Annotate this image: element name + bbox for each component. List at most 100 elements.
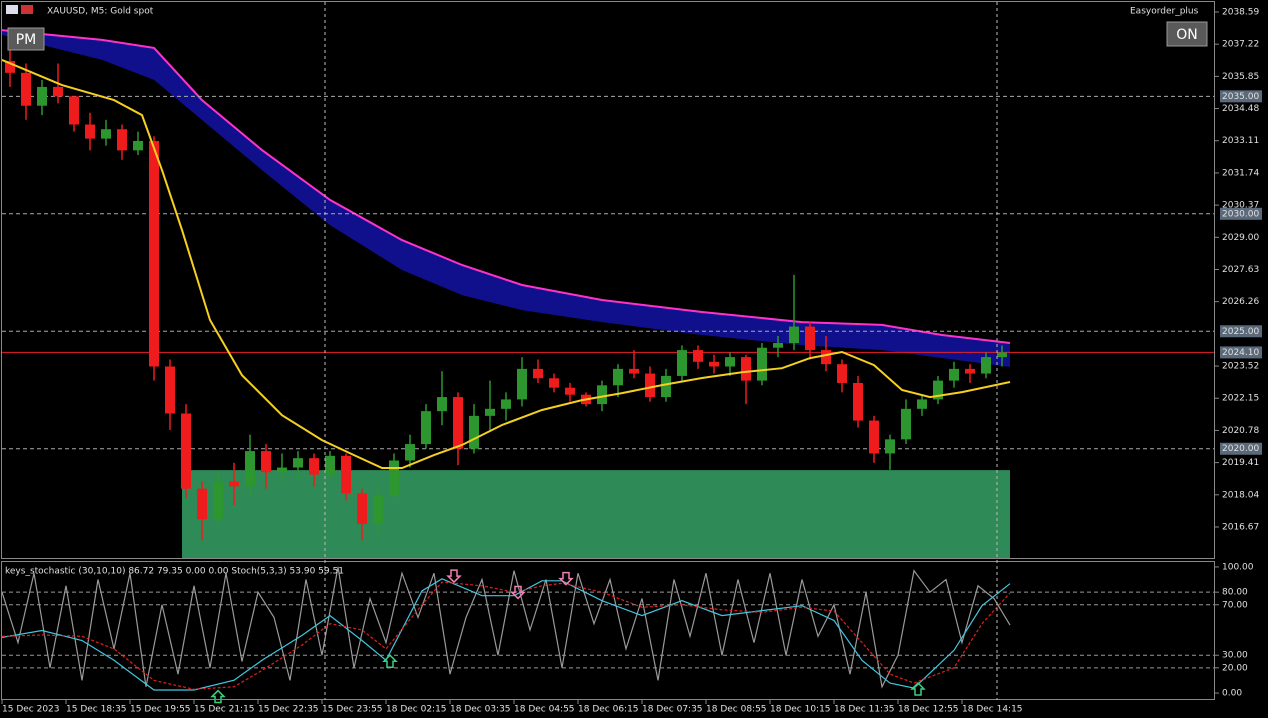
- candle-body: [517, 368, 527, 400]
- signal-arrow: [510, 585, 526, 600]
- stoch-line: [1, 581, 1011, 690]
- y-tick-label: 2020.78: [1222, 426, 1259, 436]
- x-tick-label: 18 Dec 11:35: [834, 705, 895, 715]
- candle-body: [213, 481, 223, 520]
- y-tick-label: 2026.26: [1222, 297, 1259, 307]
- sub-frame: [1, 561, 1215, 700]
- x-tick-label: 15 Dec 22:35: [258, 705, 319, 715]
- candle-body: [325, 455, 335, 475]
- y-tick-label: 2033.11: [1222, 136, 1259, 146]
- y-tick-label: 2022.15: [1222, 394, 1259, 404]
- level-label: 2030.00: [1222, 209, 1259, 219]
- candle-body: [773, 343, 783, 348]
- x-tick-label: 18 Dec 10:15: [770, 705, 831, 715]
- y-tick-label: 0.00: [1222, 689, 1242, 699]
- candle-body: [389, 460, 399, 496]
- candle-body: [405, 444, 415, 461]
- icon: [6, 5, 18, 14]
- y-tick-label: 2019.41: [1222, 458, 1259, 468]
- candle-body: [149, 140, 159, 367]
- x-tick-label: 18 Dec 03:35: [450, 705, 511, 715]
- candle-body: [613, 368, 623, 386]
- candle-body: [117, 129, 127, 151]
- button-bg[interactable]: [1166, 21, 1208, 47]
- candle-body: [933, 380, 943, 400]
- y-tick-label: 70.00: [1222, 600, 1248, 610]
- candle-body: [629, 368, 639, 374]
- candle-body: [533, 368, 543, 379]
- candle-body: [373, 495, 383, 524]
- candle-body: [421, 411, 431, 445]
- candle-body: [789, 326, 799, 344]
- signal-arrow: [910, 681, 926, 696]
- candle-body: [549, 378, 559, 388]
- candle-body: [197, 488, 207, 520]
- button-label[interactable]: PM: [16, 32, 37, 48]
- level-label-bg: [1220, 90, 1262, 103]
- candle-body: [453, 397, 463, 449]
- x-tick-label: 15 Dec 18:35: [66, 705, 127, 715]
- candle-body: [917, 399, 927, 409]
- price-label-bg: [1220, 346, 1262, 359]
- level-label-bg: [1220, 207, 1262, 220]
- level-label-bg: [1220, 325, 1262, 338]
- y-tick-label: 2018.04: [1222, 490, 1259, 500]
- candle-body: [501, 399, 511, 409]
- candle-body: [645, 373, 655, 398]
- button-bg[interactable]: [7, 27, 45, 51]
- symbol-title: XAUUSD, M5: Gold spot: [47, 7, 154, 17]
- candle-body: [293, 458, 303, 468]
- candle-body: [485, 408, 495, 416]
- candle-body: [437, 397, 447, 412]
- y-tick-label: 2029.00: [1222, 233, 1259, 243]
- x-tick-label: 15 Dec 2023: [2, 705, 60, 715]
- signal-arrow: [446, 569, 462, 584]
- main-frame: [1, 1, 1215, 559]
- button-label[interactable]: ON: [1176, 27, 1198, 43]
- y-tick-label: 2037.22: [1222, 40, 1259, 50]
- candle-body: [101, 129, 111, 139]
- y-tick-label: 2023.52: [1222, 362, 1259, 372]
- candle-body: [949, 368, 959, 381]
- y-tick-label: 2031.74: [1222, 168, 1259, 178]
- candle-body: [997, 352, 1007, 358]
- candle-body: [709, 361, 719, 367]
- candle-body: [821, 350, 831, 365]
- band-upper-line: [1, 29, 1011, 344]
- on-button[interactable]: ON: [1166, 21, 1208, 47]
- chart-layers: [1, 29, 1214, 704]
- pm-button[interactable]: PM: [7, 27, 45, 51]
- x-tick-label: 15 Dec 21:15: [194, 705, 255, 715]
- candle-body: [805, 326, 815, 351]
- candle-body: [85, 124, 95, 139]
- candle-body: [5, 61, 15, 73]
- y-tick-label: 80.00: [1222, 588, 1248, 598]
- candle-body: [357, 493, 367, 524]
- candle-body: [853, 382, 863, 421]
- x-tick-label: 18 Dec 08:55: [706, 705, 767, 715]
- stoch-line: [1, 566, 1011, 689]
- level-label: 2020.00: [1222, 444, 1259, 454]
- candle-body: [69, 96, 79, 125]
- x-tick-label: 18 Dec 04:55: [514, 705, 575, 715]
- stoch-line: [1, 578, 1011, 691]
- candle-body: [565, 387, 575, 395]
- x-tick-label: 18 Dec 12:55: [898, 705, 959, 715]
- candle-body: [741, 357, 751, 381]
- level-label: 2035.00: [1222, 92, 1259, 102]
- signal-arrow: [558, 571, 574, 586]
- candle-body: [597, 385, 607, 405]
- candle-body: [261, 451, 271, 473]
- candle-body: [661, 375, 671, 398]
- y-tick-label: 100.00: [1222, 562, 1254, 572]
- signal-arrow: [382, 654, 398, 668]
- candle-body: [245, 451, 255, 487]
- candle-body: [277, 467, 287, 473]
- candle-body: [965, 368, 975, 374]
- candle-body: [885, 439, 895, 454]
- candle-body: [757, 347, 767, 381]
- candle-body: [165, 366, 175, 414]
- x-tick-label: 18 Dec 14:15: [962, 705, 1023, 715]
- candle-body: [869, 420, 879, 454]
